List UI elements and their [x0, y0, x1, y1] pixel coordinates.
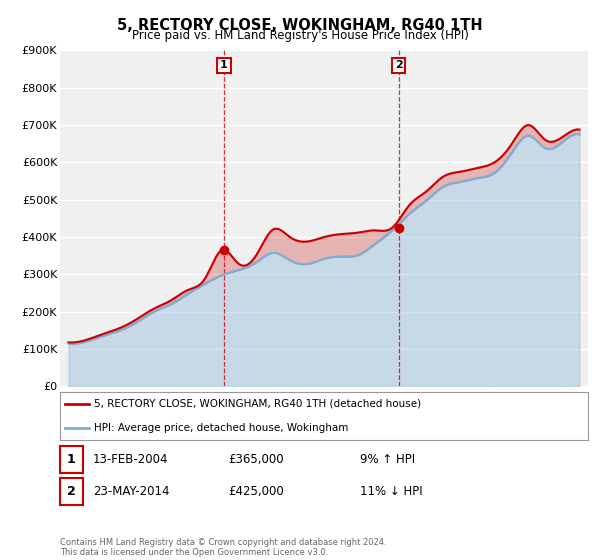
Text: 13-FEB-2004: 13-FEB-2004 — [93, 453, 169, 466]
Text: 5, RECTORY CLOSE, WOKINGHAM, RG40 1TH: 5, RECTORY CLOSE, WOKINGHAM, RG40 1TH — [117, 18, 483, 33]
Text: £365,000: £365,000 — [228, 453, 284, 466]
Text: 5, RECTORY CLOSE, WOKINGHAM, RG40 1TH (detached house): 5, RECTORY CLOSE, WOKINGHAM, RG40 1TH (d… — [94, 399, 421, 409]
Text: Price paid vs. HM Land Registry's House Price Index (HPI): Price paid vs. HM Land Registry's House … — [131, 29, 469, 42]
Text: 23-MAY-2014: 23-MAY-2014 — [93, 485, 170, 498]
Text: HPI: Average price, detached house, Wokingham: HPI: Average price, detached house, Woki… — [94, 423, 349, 433]
Text: 2: 2 — [67, 485, 76, 498]
Text: 9% ↑ HPI: 9% ↑ HPI — [360, 453, 415, 466]
Text: £425,000: £425,000 — [228, 485, 284, 498]
Text: 1: 1 — [220, 60, 228, 71]
Text: 1: 1 — [67, 453, 76, 466]
Text: Contains HM Land Registry data © Crown copyright and database right 2024.
This d: Contains HM Land Registry data © Crown c… — [60, 538, 386, 557]
Text: 2: 2 — [395, 60, 403, 71]
Text: 11% ↓ HPI: 11% ↓ HPI — [360, 485, 422, 498]
